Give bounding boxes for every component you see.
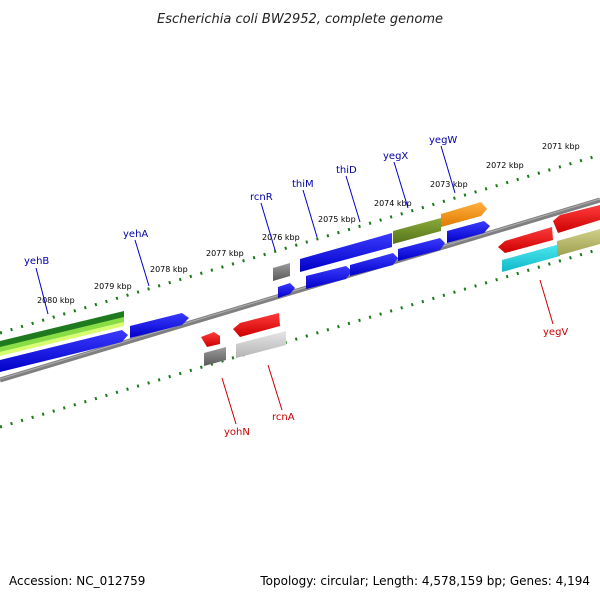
tick-label-2076: 2076 kbp <box>262 233 300 242</box>
tick-label-2080: 2080 kbp <box>37 296 75 305</box>
gene-yegX-arrow[interactable] <box>393 218 441 244</box>
tick-label-2074: 2074 kbp <box>374 199 412 208</box>
leader-rcnR <box>260 202 276 251</box>
reverse-genes <box>201 205 600 366</box>
gene-label-yegW[interactable]: yegW <box>429 135 457 146</box>
gene-thiM-lower-arrow[interactable] <box>306 266 352 289</box>
gene-label-thiM[interactable]: thiM <box>292 179 314 190</box>
forward-genes <box>0 202 490 372</box>
tick-label-2072: 2072 kbp <box>486 161 524 170</box>
gene-yehA-arrow[interactable] <box>130 313 189 338</box>
backbone-highlight <box>0 198 600 380</box>
tick-label-2079: 2079 kbp <box>94 282 132 291</box>
tick-label-2077: 2077 kbp <box>206 249 244 258</box>
gene-label-rcnR[interactable]: rcnR <box>250 192 273 203</box>
label-leaders <box>35 145 554 425</box>
gene-yehB-band-dark[interactable] <box>0 311 124 348</box>
gene-thiD-arrow[interactable] <box>350 253 398 276</box>
tick-labels: 2080 kbp 2079 kbp 2078 kbp 2077 kbp 2076… <box>37 142 580 305</box>
gene-rcnR-arrow[interactable] <box>278 283 295 298</box>
gene-labels: yehB yehA rcnR thiM thiD yegX yegW yohN … <box>24 135 568 438</box>
gene-label-yegV[interactable]: yegV <box>543 327 568 338</box>
gene-yohN-box[interactable] <box>204 347 226 366</box>
leader-yegW <box>440 145 456 194</box>
genome-stats-text: Topology: circular; Length: 4,578,159 bp… <box>259 574 590 588</box>
gene-label-thiD[interactable]: thiD <box>336 165 357 176</box>
gene-rcnA-arrow[interactable] <box>233 313 280 337</box>
map-title: Escherichia coli BW2952, complete genome <box>157 12 443 27</box>
gene-label-yehA[interactable]: yehA <box>123 229 148 240</box>
leader-thiM <box>302 189 318 238</box>
gene-yegV-cyan-box[interactable] <box>502 244 560 272</box>
tick-label-2078: 2078 kbp <box>150 265 188 274</box>
leader-yehA <box>134 239 150 287</box>
gene-yehB-band-mid[interactable] <box>0 317 124 352</box>
gene-yegW-lower-arrow[interactable] <box>447 221 490 243</box>
leader-yegV <box>539 279 554 325</box>
gene-yegX-lower-arrow[interactable] <box>398 238 445 261</box>
accession-text: Accession: NC_012759 <box>9 574 145 588</box>
gene-yegV-arrow[interactable] <box>498 227 553 253</box>
leader-rcnA <box>267 364 283 411</box>
leader-yohN <box>221 377 237 425</box>
gene-yegV-right-arrow[interactable] <box>553 205 600 233</box>
gene-label-rcnA[interactable]: rcnA <box>272 412 295 423</box>
backbone-line <box>0 197 600 383</box>
gene-rcnA-box[interactable] <box>236 331 286 358</box>
gene-label-yegX[interactable]: yegX <box>383 151 408 162</box>
gene-rcnR-box[interactable] <box>273 263 290 281</box>
tick-label-2073: 2073 kbp <box>430 180 468 189</box>
gene-yegV-khaki-box[interactable] <box>557 229 600 256</box>
gene-yehB-arrow[interactable] <box>0 330 128 372</box>
tick-label-2071: 2071 kbp <box>542 142 580 151</box>
tick-label-2075: 2075 kbp <box>318 215 356 224</box>
leader-yehB <box>35 267 49 315</box>
leader-yegX <box>393 161 409 209</box>
gene-yegW-arrow[interactable] <box>441 202 487 227</box>
gene-label-yohN[interactable]: yohN <box>224 427 250 438</box>
gene-yohN-arrow[interactable] <box>201 332 220 347</box>
gene-thiM-arrow[interactable] <box>300 233 392 272</box>
gene-yehB-band-light[interactable] <box>0 322 124 356</box>
gene-label-yehB[interactable]: yehB <box>24 256 49 267</box>
leader-thiD <box>345 175 361 223</box>
